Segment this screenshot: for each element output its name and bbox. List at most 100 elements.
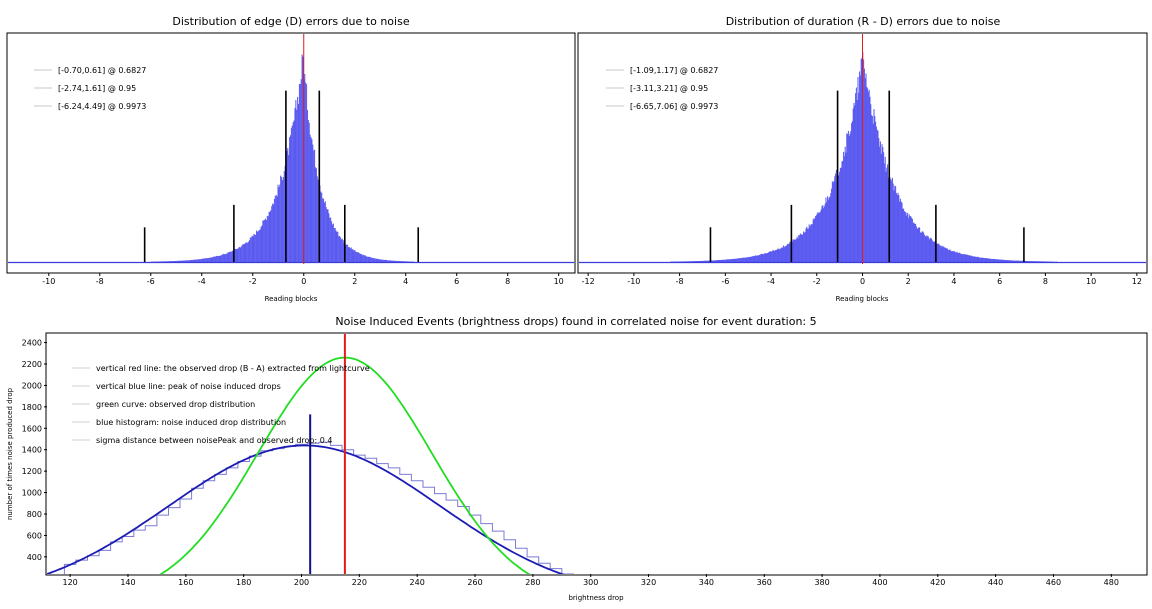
histogram-bar [386, 260, 387, 262]
histogram-bar [284, 171, 285, 262]
histogram-bar [203, 259, 204, 263]
histogram-bar [360, 254, 361, 262]
y-tick-label: 2400 [22, 339, 42, 348]
histogram-bar [307, 110, 308, 262]
histogram-bar [329, 218, 330, 262]
noise-events-panel: Noise Induced Events (brightness drops) … [6, 315, 1147, 602]
edge-error-x-axis-label: Reading blocks [265, 295, 318, 303]
histogram-bar [235, 249, 236, 262]
edge-legend-entry-1: [-0.70,0.61] @ 0.6827 [58, 66, 146, 75]
x-tick-label: -6 [147, 277, 155, 286]
histogram-bar [257, 232, 258, 262]
histogram-bar [227, 254, 228, 262]
y-tick-label: 1200 [22, 467, 42, 476]
x-tick-label: 8 [1043, 277, 1048, 286]
x-tick-label: 360 [757, 578, 772, 587]
histogram-bar [265, 219, 266, 262]
histogram-bar [371, 258, 372, 262]
histogram-bar [181, 261, 182, 262]
legend-blue-histogram: blue histogram: noise induced drop distr… [96, 418, 286, 427]
x-tick-label: 320 [641, 578, 656, 587]
histogram-bar [250, 238, 251, 262]
y-tick-label: 400 [27, 553, 42, 562]
y-tick-label: 1400 [22, 446, 42, 455]
legend-observed-drop: vertical red line: the observed drop (B … [96, 364, 370, 373]
histogram-bar [280, 176, 281, 262]
legend-noise-peak: vertical blue line: peak of noise induce… [96, 382, 281, 391]
histogram-bar [219, 256, 220, 262]
x-tick-label: -2 [813, 277, 821, 286]
duration-error-x-axis-label: Reading blocks [836, 295, 889, 303]
histogram-bar [208, 258, 209, 262]
histogram-bar [287, 148, 288, 262]
legend-sigma-distance: sigma distance between noisePeak and obs… [96, 436, 332, 445]
histogram-bar [349, 247, 350, 262]
histogram-bar [375, 258, 376, 262]
x-tick-label: -8 [676, 277, 684, 286]
histogram-bar [211, 257, 212, 262]
noise-events-x-axis-label: brightness drop [568, 594, 624, 602]
y-tick-label: 800 [27, 510, 42, 519]
noise-events-y-axis-label: number of times noise produced drop [6, 387, 14, 520]
x-tick-label: -6 [721, 277, 729, 286]
histogram-bar [334, 228, 335, 262]
legend-green-curve: green curve: observed drop distribution [96, 400, 255, 409]
histogram-bar [292, 125, 293, 262]
x-tick-label: 280 [525, 578, 540, 587]
x-tick-label: 0 [860, 277, 865, 286]
histogram-bar [188, 260, 189, 262]
duration-legend-entry-2: [-3.11,3.21] @ 0.95 [630, 84, 708, 93]
x-tick-label: 8 [505, 277, 510, 286]
x-tick-label: 340 [699, 578, 714, 587]
y-tick-label: 600 [27, 531, 42, 540]
x-tick-label: -4 [767, 277, 775, 286]
edge-error-title: Distribution of edge (D) errors due to n… [172, 15, 409, 28]
duration-legend-entry-1: [-1.09,1.17] @ 0.6827 [630, 66, 718, 75]
histogram-bar [337, 232, 338, 262]
histogram-bar [364, 255, 365, 262]
x-tick-label: 440 [988, 578, 1003, 587]
x-tick-label: 120 [62, 578, 77, 587]
histogram-bar [173, 261, 174, 262]
edge-legend-entry-2: [-2.74,1.61] @ 0.95 [58, 84, 136, 93]
histogram-bar [379, 259, 380, 262]
x-tick-label: 480 [1104, 578, 1119, 587]
histogram-bar [391, 261, 392, 262]
x-tick-label: -8 [96, 277, 104, 286]
y-tick-label: 1800 [22, 403, 42, 412]
histogram-bar [215, 257, 216, 262]
histogram-bar [299, 84, 300, 262]
edge-legend-entry-3: [-6.24,4.49] @ 0.9973 [58, 102, 146, 111]
histogram-bar [314, 150, 315, 262]
x-tick-label: 2 [352, 277, 357, 286]
x-tick-label: 6 [997, 277, 1002, 286]
x-tick-label: 420 [930, 578, 945, 587]
histogram-bar [276, 195, 277, 262]
histogram-bar [170, 261, 171, 262]
x-tick-label: -10 [627, 277, 640, 286]
histogram-bar [398, 261, 399, 262]
histogram-bar [261, 227, 262, 262]
x-tick-label: 2 [906, 277, 911, 286]
histogram-bar [311, 137, 312, 262]
x-tick-label: 180 [236, 578, 251, 587]
histogram-bar [253, 234, 254, 262]
histogram-bar [402, 261, 403, 262]
x-tick-label: 160 [178, 578, 193, 587]
noise-events-title: Noise Induced Events (brightness drops) … [335, 315, 816, 328]
histogram-bar [238, 248, 239, 262]
duration-legend-entry-3: [-6.65,7.06] @ 0.9973 [630, 102, 718, 111]
duration-error-title: Distribution of duration (R - D) errors … [726, 15, 1001, 28]
x-tick-label: 140 [120, 578, 135, 587]
x-tick-label: -10 [42, 277, 55, 286]
histogram-bar [245, 243, 246, 262]
x-tick-label: -2 [249, 277, 257, 286]
x-tick-label: 200 [294, 578, 309, 587]
histogram-bar [269, 212, 270, 262]
histogram-bar [322, 198, 323, 262]
x-tick-label: 220 [352, 578, 367, 587]
x-tick-label: 12 [1132, 277, 1142, 286]
y-tick-label: 2200 [22, 360, 42, 369]
histogram-bar [185, 260, 186, 262]
